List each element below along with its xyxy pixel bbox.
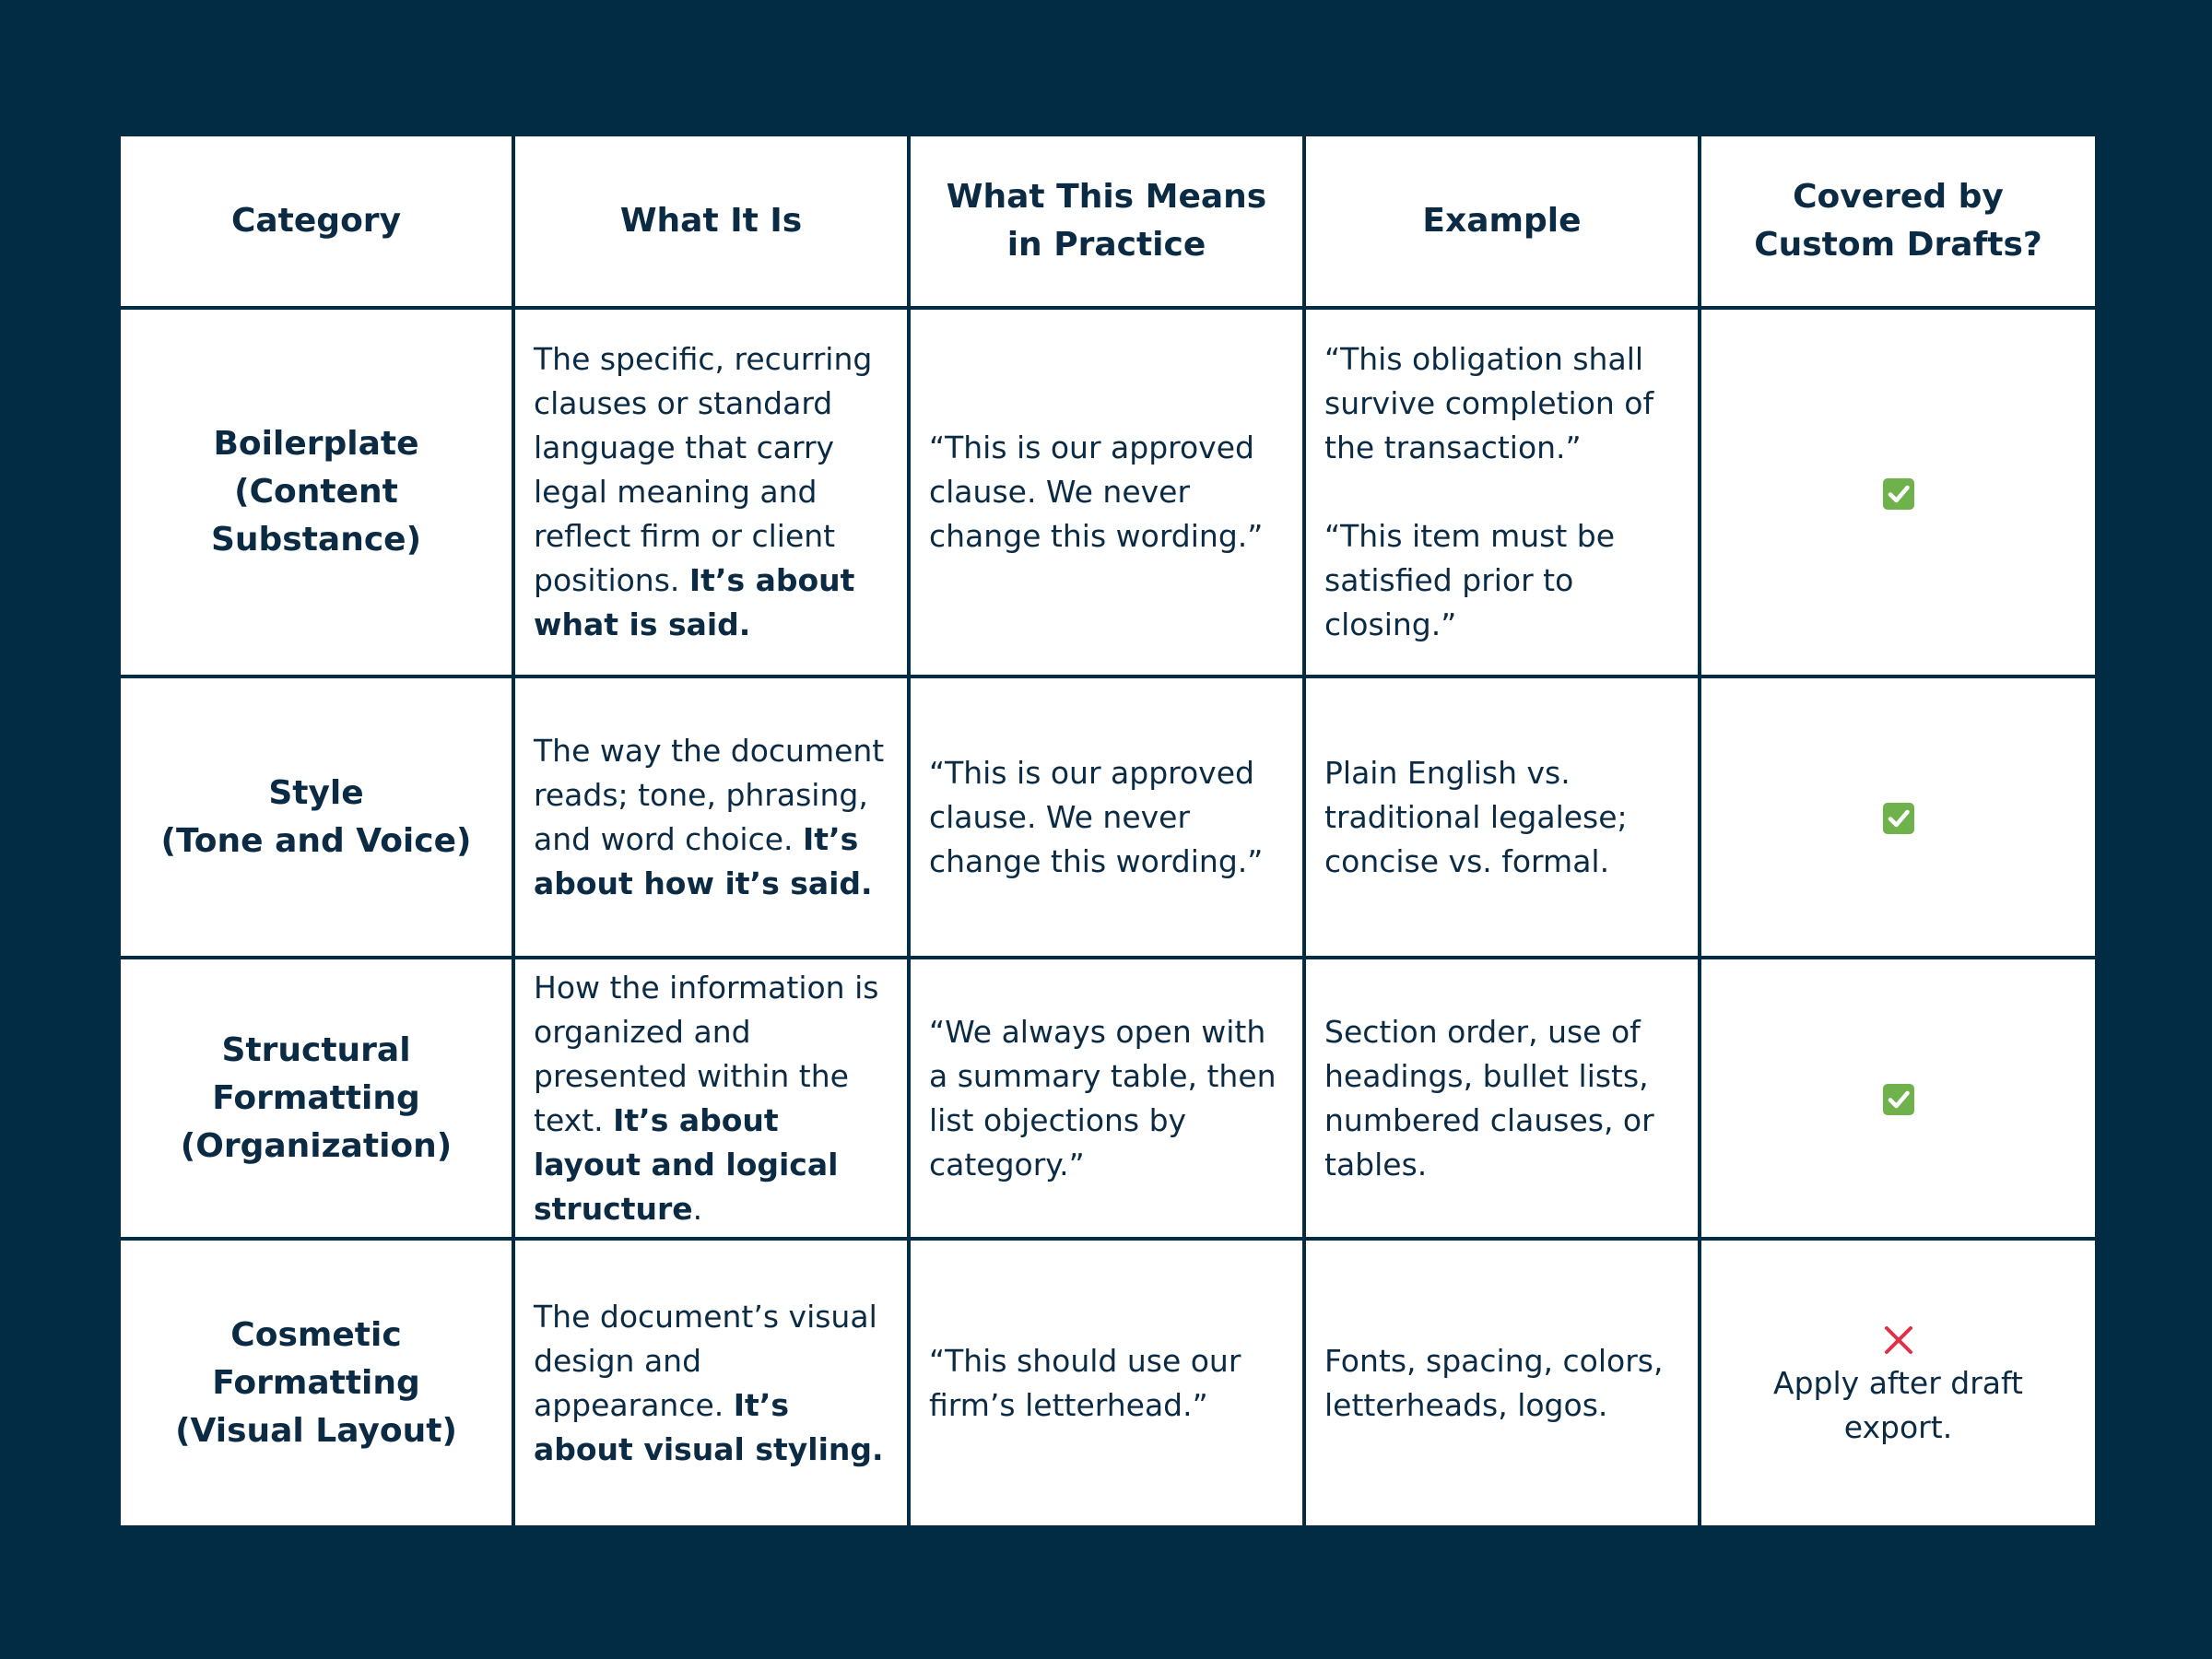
table-row: Structural Formatting (Organization) How… bbox=[117, 956, 2099, 1241]
category-cell: Cosmetic Formatting (Visual Layout) bbox=[117, 1237, 515, 1529]
practice-cell: “We always open with a summary table, th… bbox=[907, 956, 1306, 1241]
header-row: Category What It Is What This Means in P… bbox=[117, 133, 2099, 310]
covered-cell: Apply after draft export. bbox=[1698, 1237, 2099, 1529]
example-cell: Fonts, spacing, colors, letterheads, log… bbox=[1302, 1237, 1701, 1529]
check-mark-icon bbox=[1882, 803, 1914, 834]
header-what-this-means: What This Means in Practice bbox=[907, 133, 1306, 310]
check-mark-icon bbox=[1882, 477, 1914, 510]
what-it-is-cell: The document’s visual design and appeara… bbox=[512, 1237, 911, 1529]
table-row: Boilerplate (Content Substance) The spec… bbox=[117, 306, 2099, 678]
category-cell: Style (Tone and Voice) bbox=[117, 675, 515, 959]
table-row: Style (Tone and Voice) The way the docum… bbox=[117, 675, 2099, 959]
practice-cell: “This is our approved clause. We never c… bbox=[907, 675, 1306, 959]
covered-note: Apply after draft export. bbox=[1773, 1364, 2023, 1445]
check-mark-icon bbox=[1882, 1084, 1914, 1115]
header-covered: Covered by Custom Drafts? bbox=[1698, 133, 2099, 310]
practice-cell: “This is our approved clause. We never c… bbox=[907, 306, 1306, 678]
cross-mark-icon bbox=[1881, 1323, 1916, 1358]
what-it-is-cell: The specific, recurring clauses or stand… bbox=[512, 306, 911, 678]
covered-cell bbox=[1698, 675, 2099, 959]
covered-cell bbox=[1698, 956, 2099, 1241]
covered-cell bbox=[1698, 306, 2099, 678]
table-row: Cosmetic Formatting (Visual Layout) The … bbox=[117, 1237, 2099, 1529]
example-cell: Section order, use of headings, bullet l… bbox=[1302, 956, 1701, 1241]
comparison-table: Category What It Is What This Means in P… bbox=[117, 133, 2099, 1529]
example-cell: Plain English vs. traditional legalese; … bbox=[1302, 675, 1701, 959]
header-example: Example bbox=[1302, 133, 1701, 310]
category-cell: Structural Formatting (Organization) bbox=[117, 956, 515, 1241]
what-it-is-cell: The way the document reads; tone, phrasi… bbox=[512, 675, 911, 959]
header-what-it-is: What It Is bbox=[512, 133, 911, 310]
header-category: Category bbox=[117, 133, 515, 310]
practice-cell: “This should use our firm’s letterhead.” bbox=[907, 1237, 1306, 1529]
category-cell: Boilerplate (Content Substance) bbox=[117, 306, 515, 678]
example-cell: “This obligation shall survive completio… bbox=[1302, 306, 1701, 678]
what-it-is-cell: How the information is organized and pre… bbox=[512, 956, 911, 1241]
